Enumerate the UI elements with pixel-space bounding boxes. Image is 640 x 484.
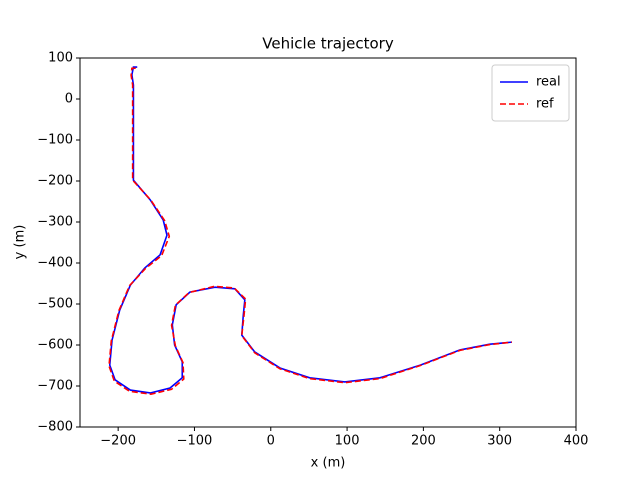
- y-tick-label: −400: [37, 256, 73, 271]
- x-tick-label: 300: [487, 434, 512, 449]
- y-tick-label: −500: [37, 297, 73, 312]
- x-tick-label: 400: [564, 434, 589, 449]
- x-tick-label: −100: [177, 434, 213, 449]
- plot-frame: [79, 57, 577, 428]
- y-axis-label: y (m): [13, 225, 28, 260]
- x-axis-label: x (m): [311, 456, 346, 471]
- y-tick-label: −200: [37, 174, 73, 189]
- y-tick-label: −300: [37, 215, 73, 230]
- y-tick-label: −800: [37, 420, 73, 435]
- x-tick-label: 100: [335, 434, 360, 449]
- x-tick-label: 200: [411, 434, 436, 449]
- y-tick-label: 100: [48, 51, 73, 66]
- y-tick-label: 0: [65, 92, 73, 107]
- series-line: [108, 67, 512, 396]
- legend-label: ref: [536, 97, 554, 112]
- legend-box: [491, 64, 570, 122]
- y-tick-label: −600: [37, 338, 73, 353]
- x-tick-label: −200: [100, 434, 136, 449]
- x-tick-label: 0: [267, 434, 275, 449]
- y-tick-label: −700: [37, 379, 73, 394]
- legend-label: real: [536, 75, 561, 90]
- series-line: [108, 66, 512, 394]
- chart-title: Vehicle trajectory: [262, 35, 394, 53]
- y-tick-label: −100: [37, 133, 73, 148]
